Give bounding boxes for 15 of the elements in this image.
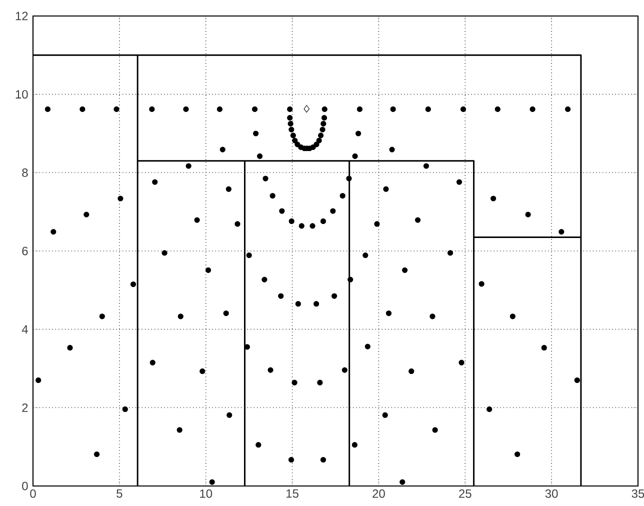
y-tick-label: 12 — [16, 12, 28, 20]
y-tick-label: 2 — [22, 403, 28, 412]
x-tick-label: 5 — [116, 489, 122, 498]
y-tick-label: 6 — [22, 246, 28, 256]
y-tick-label: 10 — [16, 90, 28, 99]
x-tick-label: 25 — [459, 489, 472, 498]
x-tick-label: 10 — [200, 489, 212, 498]
x-tick-label: 35 — [632, 489, 644, 498]
y-tick-label: 4 — [22, 325, 28, 334]
x-tick-label: 30 — [545, 489, 558, 498]
x-tick-label: 20 — [372, 489, 385, 498]
x-tick-label: 15 — [286, 489, 298, 498]
x-tick-label: 0 — [30, 489, 36, 498]
y-tick-label: 8 — [22, 168, 28, 177]
y-tick-label: 0 — [22, 482, 28, 490]
